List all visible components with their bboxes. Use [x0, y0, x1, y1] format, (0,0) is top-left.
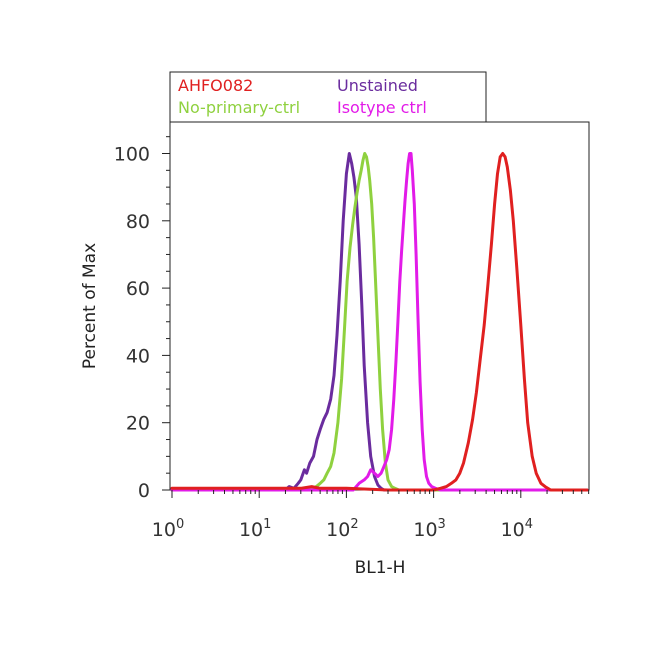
x-tick-label: 100: [152, 517, 184, 541]
y-axis-title: Percent of Max: [80, 243, 100, 369]
legend-label-no-primary-ctrl: No-primary-ctrl: [178, 98, 300, 117]
y-tick-label: 100: [114, 144, 150, 166]
x-tick-label: 104: [501, 517, 533, 541]
legend-box: AHFO082 Unstained No-primary-ctrl Isotyp…: [169, 71, 487, 123]
y-axis-ticks: 0 20 40 60 80 100: [114, 136, 170, 502]
legend-label-unstained: Unstained: [337, 76, 418, 95]
legend-label-ahfo082: AHFO082: [178, 76, 253, 95]
y-tick-label: 0: [138, 480, 150, 502]
series-line-no-primary-ctrl: [170, 152, 589, 492]
x-tick-label: 102: [326, 517, 358, 541]
series-line-isotype-ctrl: [170, 152, 589, 492]
x-tick-label: 101: [239, 517, 271, 541]
y-tick-label: 20: [126, 413, 150, 435]
series-line-ahfo082: [170, 152, 589, 492]
x-axis-ticks: 100 101 102 103 104: [152, 490, 590, 541]
plot-frame: [169, 121, 590, 491]
x-tick-label: 103: [413, 517, 445, 541]
legend-label-isotype-ctrl: Isotype ctrl: [337, 98, 427, 117]
y-tick-label: 80: [126, 211, 150, 233]
legend-frame: [169, 71, 487, 123]
x-axis-title: BL1-H: [355, 558, 406, 578]
plot-border: [169, 121, 590, 491]
series-layer: [170, 152, 589, 492]
y-tick-label: 40: [126, 345, 150, 367]
y-tick-label: 60: [126, 278, 150, 300]
series-line-unstained: [170, 152, 589, 492]
